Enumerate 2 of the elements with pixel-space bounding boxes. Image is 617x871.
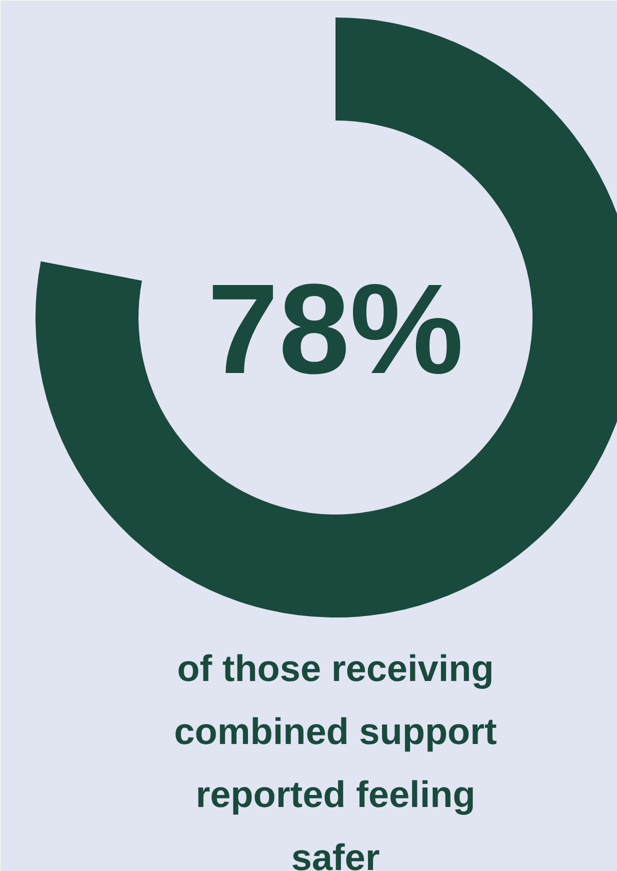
text: of those receiving combined support reported feeling safer bbox=[174, 648, 497, 871]
data-label: 78% bbox=[207, 258, 464, 401]
